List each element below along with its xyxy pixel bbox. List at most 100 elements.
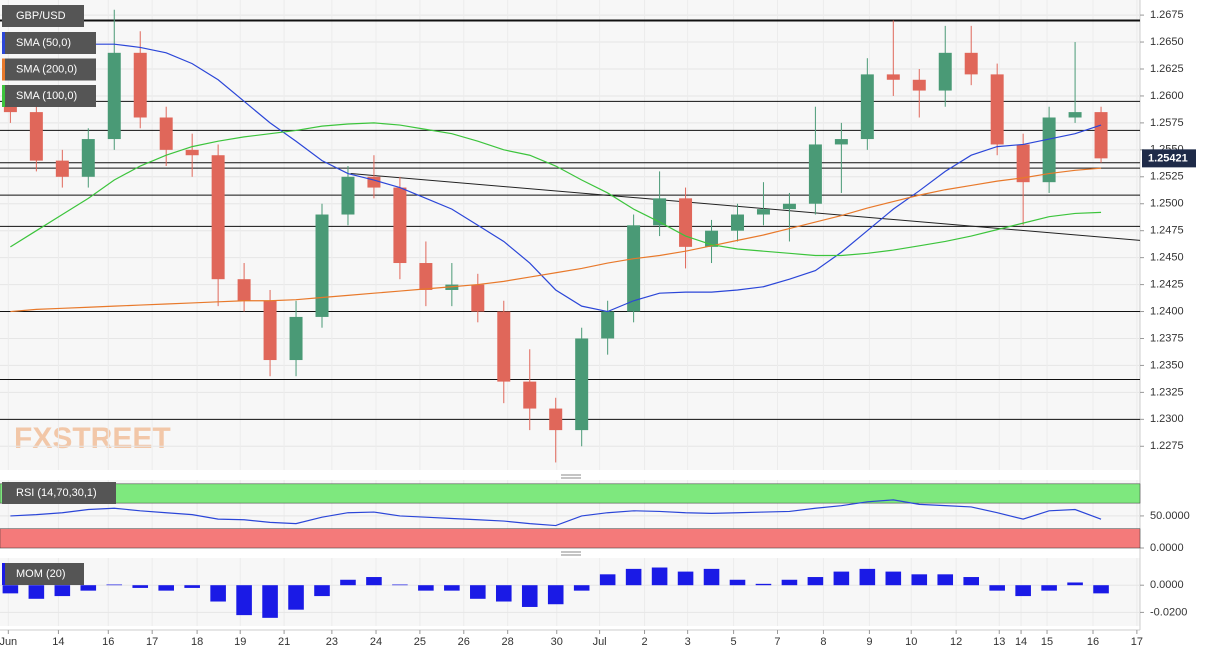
y-tick-label: 1.2625 [1150,63,1184,75]
y-tick-label: 1.2475 [1150,225,1184,237]
x-tick-label: 28 [502,636,514,648]
candle-body [185,149,199,156]
mom-bar [521,585,538,607]
mom-bar [80,585,97,591]
candle-body [159,117,173,150]
x-tick-label: 17 [146,636,158,648]
x-tick-label: 17 [1131,636,1143,648]
candle-body [1068,112,1082,118]
mom-bar [262,585,278,618]
candle-body [601,311,615,339]
mom-bar [885,571,902,586]
y-tick-label: 1.2425 [1150,278,1184,290]
candle-body [133,52,147,118]
candle-body [107,52,121,140]
y-tick-label: 1.2650 [1150,36,1184,48]
sma-line [10,43,1102,313]
x-tick-label: 23 [326,636,338,648]
plot: 1.2275 1.2300 1.2325 1.2350 1.2375 1.2400 1.24… [0,0,1196,648]
candle-body [860,74,874,140]
mom-bar [54,585,71,597]
candle-body [990,74,1004,145]
panel-handle[interactable] [561,474,581,479]
mom-bar [651,567,668,586]
panel-handle[interactable] [561,551,581,556]
legend-box[interactable] [2,5,84,27]
band [0,483,1141,504]
legend-box[interactable] [2,85,96,107]
candle-body [523,381,537,409]
legend-label: SMA (50,0) [16,37,71,49]
mom-bar [158,585,174,591]
x-tick-label: 5 [731,636,737,648]
legend: GBP/USD RSI (14,70,30,1) MOM (20) [2,5,116,585]
y-tick-label: 1.2575 [1150,117,1184,129]
legend-box[interactable] [2,32,96,54]
x-tick-label: 2 [641,636,647,648]
x-tick-label: 30 [551,636,563,648]
mom-bar [859,568,876,586]
candle-body [263,300,277,361]
mom-bar [288,585,304,610]
candle-body [912,79,926,91]
x-tick-label: 9 [866,636,872,648]
candle-body [497,311,511,382]
candle-body [627,225,641,312]
x-tick-label: 13 [993,636,1005,648]
legend-swatch [2,32,5,54]
mom-bar [1041,585,1057,591]
mom-bar [807,577,824,586]
mom-bar [444,585,460,591]
mom-bar [1093,585,1109,594]
y-tick-label: 0.0000 [1150,579,1184,591]
candle-body [705,230,719,247]
y-tick-label: 1.2525 [1150,171,1184,183]
y-tick-label: 50.0000 [1150,510,1190,522]
legend-swatch [2,58,5,81]
mom-bar [677,571,694,586]
mom-bar [1015,585,1031,597]
legend-swatch [2,85,5,107]
candle-body [808,144,822,204]
legend-swatch [2,563,5,585]
candle-body [1042,117,1056,183]
legend-box[interactable] [2,482,116,504]
candle-body [81,139,95,177]
x-tick-label: 14 [52,636,64,648]
mom-panel [0,558,1140,626]
mom-bar [781,579,798,586]
candle-body [1094,112,1108,159]
legend-box[interactable] [2,58,96,81]
candle-body [237,279,251,301]
mom-bar [2,585,19,594]
last-price-label: 1.25421 [1148,152,1188,164]
candle-body [938,52,952,91]
mom-bar [106,584,123,586]
mom-bar [755,583,772,586]
legend-label: SMA (100,0) [16,90,77,102]
candle-body [782,203,796,210]
x-tick-label: 21 [278,636,290,648]
mom-bar [729,579,746,586]
candle-body [367,176,381,188]
mom-bar [989,585,1005,591]
last-price-box [1142,149,1196,168]
legend-box[interactable] [2,563,84,585]
mom-bar [573,585,590,591]
mom-bar [184,585,200,588]
y-tick-label: -0.0200 [1150,606,1187,618]
candle-body [679,198,693,247]
candle-body [549,408,563,431]
y-tick-label: 1.2450 [1150,252,1184,264]
mom-bar [547,585,564,605]
candle-body [55,160,69,177]
mom-bar [937,574,954,586]
trend-line [350,173,1141,241]
mom-bar [963,577,979,586]
y-tick-label: 1.2600 [1150,90,1184,102]
candle-body [393,187,407,264]
x-tick-label: 25 [414,636,426,648]
x-tick-label: 19 [234,636,246,648]
